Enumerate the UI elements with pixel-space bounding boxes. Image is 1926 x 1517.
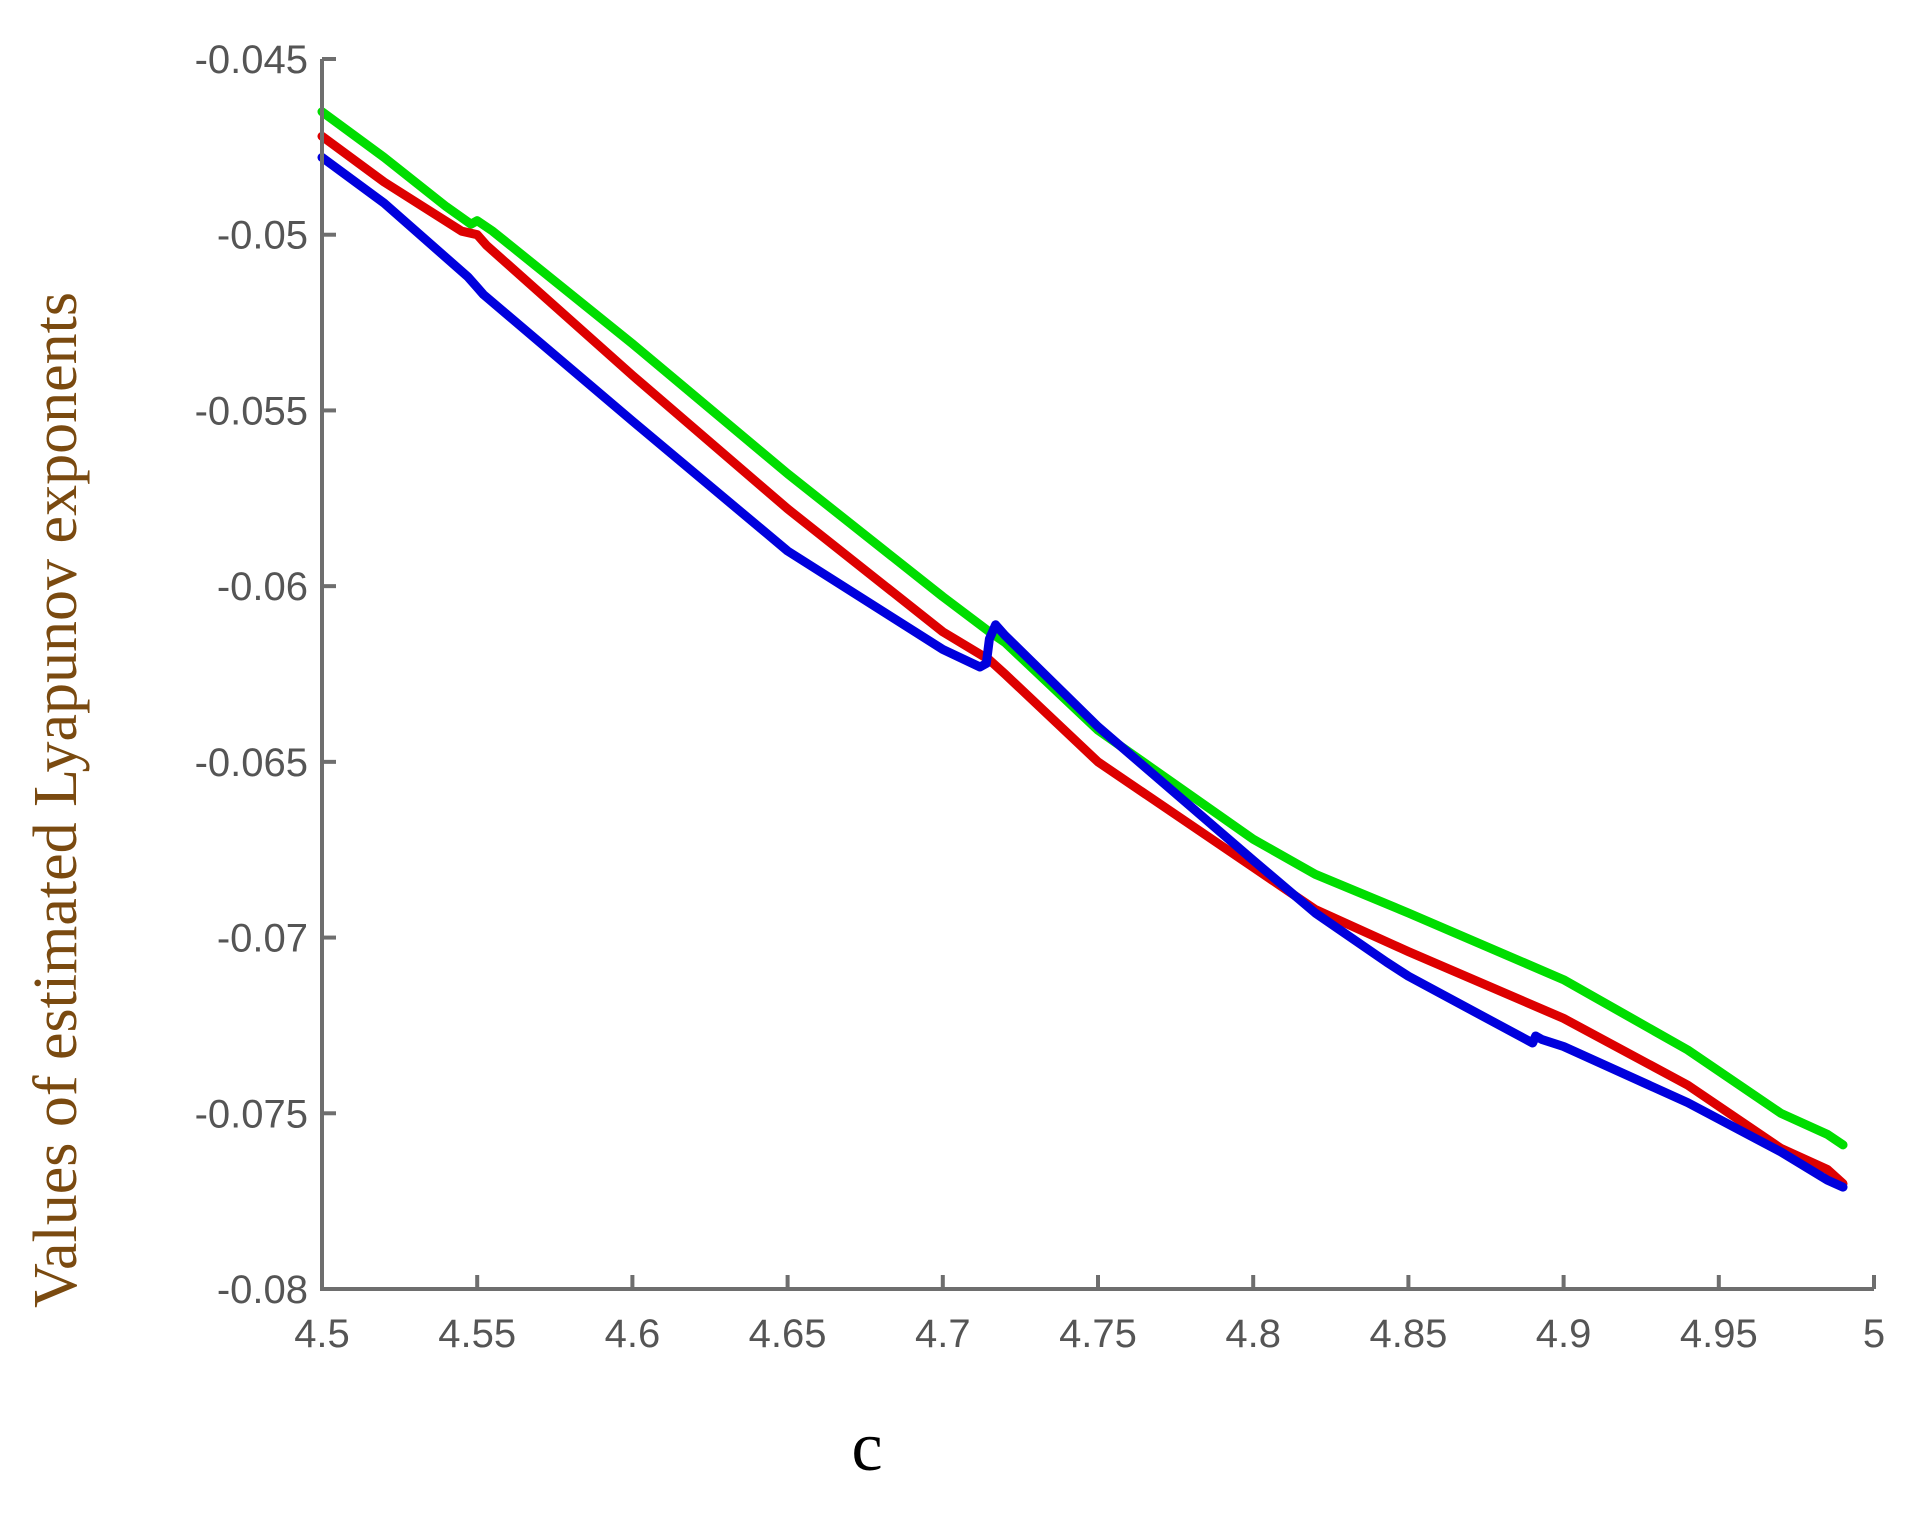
x-axis-ticks: 4.5 4.55 4.6 4.65 4.7 4.75 4.8 4.85 4.9 4.95 5 [294, 1275, 1885, 1356]
y-tick-label: -0.065 [195, 741, 308, 785]
x-tick-label: 4.85 [1369, 1312, 1447, 1356]
y-tick-label: -0.08 [217, 1268, 308, 1312]
y-axis-ticks: -0.08 -0.075 -0.07 -0.065 -0.06 -0.055 -0.05 -0… [195, 38, 336, 1312]
x-axis-label: c [851, 1409, 882, 1486]
y-tick-label: -0.075 [195, 1092, 308, 1136]
y-tick-label: -0.06 [217, 565, 308, 609]
x-tick-label: 4.8 [1225, 1312, 1281, 1356]
y-tick-label: -0.05 [217, 214, 308, 258]
x-tick-label: 4.7 [915, 1312, 971, 1356]
axis-frame [320, 59, 1874, 1291]
x-tick-label: 4.65 [749, 1312, 827, 1356]
y-axis-label: Values of estimated Lyapunov exponents [22, 292, 90, 1308]
x-tick-label: 4.5 [294, 1312, 350, 1356]
x-tick-label: 4.6 [605, 1312, 661, 1356]
series-green-line [317, 107, 1848, 1150]
x-tick-label: 4.55 [438, 1312, 516, 1356]
x-tick-label: 4.9 [1536, 1312, 1592, 1356]
y-tick-label: -0.045 [195, 38, 308, 82]
series-blue-line [317, 152, 1848, 1192]
x-tick-label: 4.75 [1059, 1312, 1137, 1356]
x-tick-label: 4.95 [1680, 1312, 1758, 1356]
series-layer [317, 107, 1848, 1192]
y-tick-label: -0.055 [195, 389, 308, 433]
series-red-line [317, 131, 1848, 1189]
x-tick-label: 5 [1863, 1312, 1885, 1356]
y-tick-label: -0.07 [217, 917, 308, 961]
